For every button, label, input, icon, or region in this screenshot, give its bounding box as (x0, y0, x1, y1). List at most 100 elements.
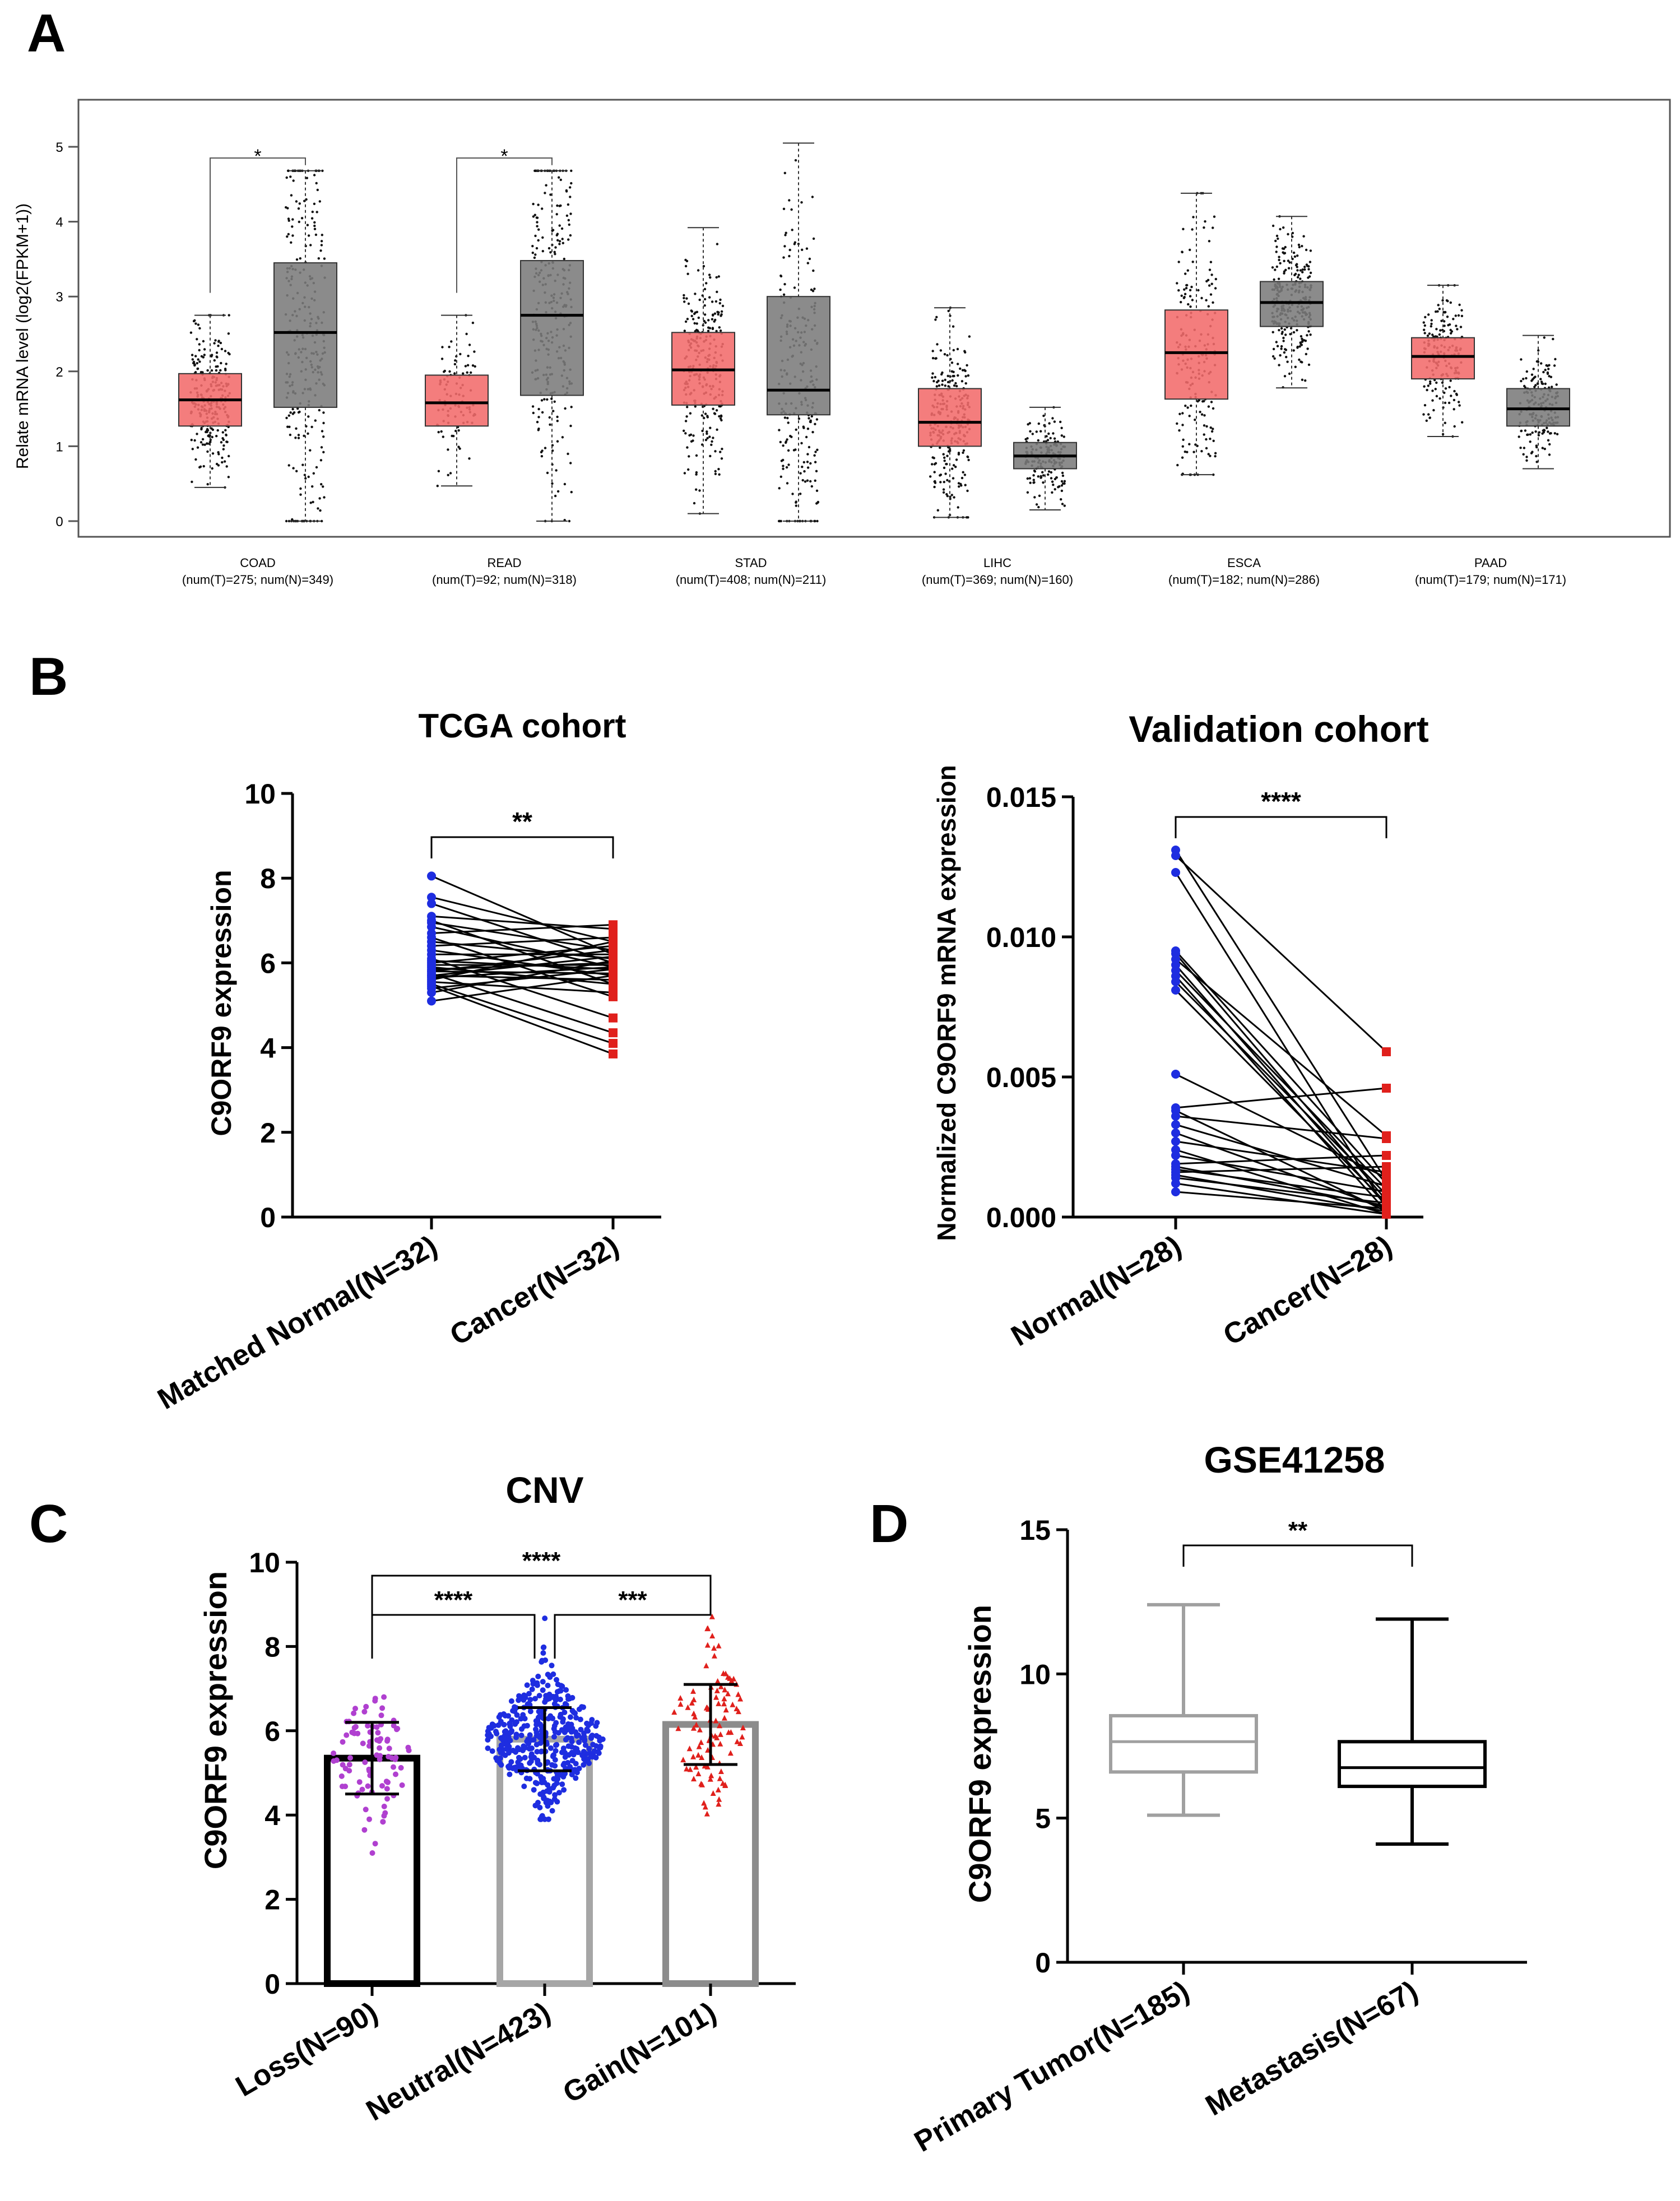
point-neutral (581, 1762, 587, 1768)
panel-a-point (1307, 363, 1311, 366)
panel-a-point (1200, 296, 1203, 300)
panel-a-point (1535, 461, 1538, 463)
panel-a-point (1301, 271, 1304, 273)
panel-a-point (939, 481, 942, 484)
point-neutral (532, 1696, 538, 1702)
panel-a-point (1209, 261, 1213, 263)
pair-line (1175, 1154, 1387, 1193)
panel-a-point (1280, 327, 1283, 330)
panel-a-point (1461, 421, 1464, 424)
point-neutral (574, 1733, 580, 1739)
panel-a-point (1299, 277, 1302, 280)
panel-a-point (1176, 422, 1178, 425)
panel-a-point (1423, 404, 1427, 407)
sig-bracket (554, 1603, 712, 1659)
panel-a-point (217, 345, 220, 347)
panel-a-point (966, 455, 969, 458)
panel-a-point (719, 298, 722, 301)
panel-a-point (945, 463, 948, 466)
panel-a-point (1037, 422, 1041, 425)
panel-a-point (1051, 480, 1054, 483)
pair-line (431, 972, 614, 1034)
panel-a-point (1057, 486, 1060, 489)
panel-a-point (1052, 484, 1055, 486)
panel-d-plot: 0 5 10 15 Primary Tumor(N=185) Metastasis(N=6… (909, 1515, 1527, 2158)
panel-a-group-label: COAD (240, 556, 276, 570)
cancer-point (1382, 1151, 1391, 1160)
point-gain (727, 1750, 734, 1756)
panel-a-point (1546, 426, 1548, 429)
panel-a-point (1435, 381, 1438, 384)
panel-a-point (1543, 448, 1546, 451)
panel-a-point (809, 480, 812, 483)
point-neutral (582, 1736, 588, 1743)
point-loss (381, 1803, 387, 1809)
point-neutral (485, 1737, 491, 1743)
panel-a-point (721, 304, 725, 308)
panel-a-point (198, 349, 201, 352)
normal-point (427, 996, 436, 1006)
point-neutral (556, 1790, 562, 1796)
panel-a-point (211, 452, 215, 455)
panel-a-point (219, 369, 222, 372)
panel-a-point (1203, 400, 1205, 403)
y-tick-label: 6 (264, 1716, 280, 1747)
pair-line (1175, 958, 1387, 1137)
panel-a-point (1212, 428, 1214, 430)
panel-a-point (553, 250, 556, 253)
panel-a-point (321, 234, 323, 236)
panel-a-point (532, 215, 535, 218)
panel-a-point (214, 339, 217, 342)
panel-a-point (569, 462, 572, 465)
panel-a-group-label: STAD (735, 556, 767, 570)
panel-c-plot: 0 2 4 6 8 10 Loss(N=90)Neutral(N=423) Gain(N=10… (230, 1547, 796, 2128)
panel-a-point (1438, 397, 1441, 400)
normal-point (1171, 1129, 1180, 1137)
point-loss (385, 1779, 391, 1785)
panel-a-point (1060, 489, 1064, 493)
panel-a-point (541, 236, 544, 239)
point-loss (379, 1705, 386, 1711)
panel-a-point (1535, 360, 1539, 363)
panel-a-point (227, 351, 230, 355)
panel-a-point (1428, 416, 1431, 419)
point-neutral (512, 1721, 518, 1727)
panel-a-point (570, 491, 573, 494)
point-gain (690, 1688, 696, 1694)
pair-line (1175, 849, 1387, 1181)
panel-a-point (1448, 323, 1451, 326)
panel-a-point (1309, 249, 1312, 252)
panel-a-point (1300, 342, 1302, 346)
panel-a-point (1309, 271, 1312, 275)
panel-a-point (1525, 456, 1528, 458)
panel-a-point (315, 466, 318, 469)
y-tick-label: 4 (264, 1800, 280, 1831)
point-neutral (554, 1677, 559, 1683)
pair-line (1175, 1191, 1387, 1210)
panel-a-point (1203, 226, 1205, 229)
point-neutral (559, 1781, 565, 1787)
panel-a-point (318, 408, 321, 412)
panel-a-point (228, 314, 230, 317)
panel-a-point (947, 385, 950, 388)
panel-a-point (1184, 292, 1187, 295)
panel-a-point (960, 476, 964, 480)
panel-a-point (717, 313, 720, 316)
panel-a-point (222, 438, 225, 442)
point-loss (378, 1712, 384, 1719)
panel-c-title: CNV (505, 1469, 583, 1511)
point-gain (725, 1691, 731, 1697)
panel-a-point (198, 327, 201, 330)
panel-a-point (935, 315, 938, 319)
normal-point (1171, 868, 1180, 877)
panel-a-point (1447, 401, 1451, 405)
panel-a-point (540, 455, 544, 458)
panel-a-point (690, 309, 693, 312)
panel-a-point (561, 242, 564, 244)
panel-a-point (1214, 277, 1217, 281)
panel-a-point (782, 207, 786, 210)
panel-a-point (953, 374, 955, 378)
panel-a-point (703, 287, 707, 291)
point-gain (720, 1780, 726, 1786)
panel-a-point (196, 446, 199, 449)
